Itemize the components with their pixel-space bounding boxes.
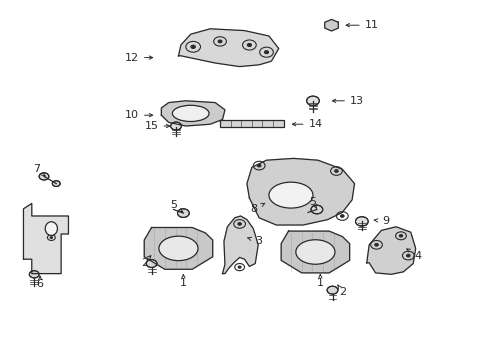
Circle shape (238, 266, 241, 268)
Text: 15: 15 (144, 121, 158, 131)
Text: 13: 13 (349, 96, 363, 106)
Text: 10: 10 (125, 110, 139, 120)
Polygon shape (324, 19, 338, 31)
Circle shape (306, 96, 319, 105)
Polygon shape (178, 29, 278, 67)
Polygon shape (144, 228, 212, 269)
Circle shape (310, 205, 322, 214)
Circle shape (264, 51, 268, 54)
Text: 5: 5 (170, 200, 177, 210)
Ellipse shape (172, 105, 209, 121)
Circle shape (52, 181, 60, 186)
Polygon shape (222, 216, 258, 274)
Circle shape (237, 222, 241, 225)
Ellipse shape (268, 182, 312, 208)
Polygon shape (366, 227, 415, 274)
Circle shape (39, 173, 49, 180)
Text: 1: 1 (316, 278, 323, 288)
Circle shape (190, 45, 195, 49)
Text: 12: 12 (125, 53, 139, 63)
Text: 3: 3 (255, 236, 262, 246)
Circle shape (399, 235, 402, 237)
Text: 4: 4 (414, 251, 421, 261)
Circle shape (340, 215, 344, 217)
Circle shape (170, 122, 181, 130)
Text: 9: 9 (382, 216, 389, 226)
Polygon shape (281, 231, 349, 273)
Circle shape (374, 243, 378, 246)
Ellipse shape (45, 222, 58, 235)
Circle shape (177, 209, 189, 217)
Text: 2: 2 (338, 287, 345, 297)
Circle shape (29, 271, 39, 278)
Circle shape (326, 286, 337, 294)
Polygon shape (23, 203, 68, 274)
Text: 5: 5 (309, 197, 316, 207)
Circle shape (50, 237, 52, 238)
Text: 14: 14 (308, 119, 322, 129)
Circle shape (355, 217, 367, 226)
Polygon shape (161, 101, 224, 126)
Circle shape (334, 170, 338, 172)
Text: 11: 11 (364, 20, 378, 30)
Circle shape (146, 260, 157, 267)
Circle shape (247, 44, 251, 46)
Text: 2: 2 (141, 258, 147, 268)
Text: 1: 1 (180, 278, 186, 288)
Text: 8: 8 (250, 204, 257, 214)
Ellipse shape (159, 236, 198, 261)
Polygon shape (246, 158, 354, 225)
Circle shape (406, 254, 409, 257)
Text: 7: 7 (33, 164, 40, 174)
Bar (220, 120, 283, 127)
Ellipse shape (295, 240, 334, 264)
Circle shape (218, 40, 222, 43)
Circle shape (257, 164, 261, 167)
Text: 6: 6 (37, 279, 43, 289)
